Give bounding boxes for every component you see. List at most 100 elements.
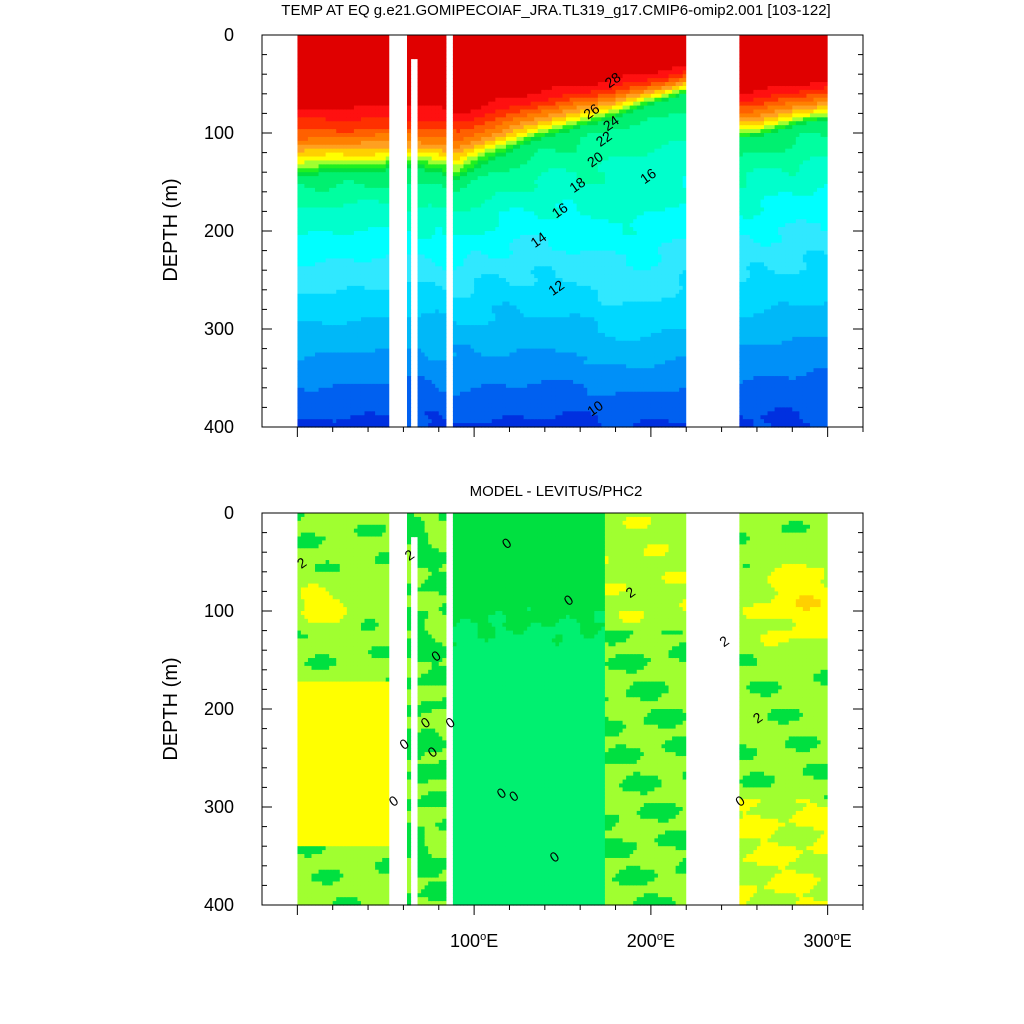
contour-cell	[428, 117, 432, 122]
contour-cell	[319, 419, 323, 424]
contour-cell	[471, 207, 475, 212]
contour-cell	[379, 305, 383, 310]
contour-cell	[435, 55, 439, 60]
contour-cell	[372, 419, 376, 424]
contour-cell	[322, 211, 326, 216]
contour-cell	[432, 137, 436, 142]
contour-cell	[502, 59, 506, 64]
contour-cell	[453, 39, 457, 44]
contour-cell	[471, 313, 475, 318]
contour-cell	[304, 372, 308, 377]
contour-cell	[333, 345, 337, 350]
contour-cell	[474, 356, 478, 361]
contour-cell	[425, 333, 429, 338]
contour-cell	[435, 90, 439, 95]
contour-cell	[474, 274, 478, 279]
contour-cell	[329, 55, 333, 60]
contour-cell	[481, 305, 485, 310]
contour-cell	[322, 415, 326, 420]
contour-cell	[326, 164, 330, 169]
contour-cell	[326, 255, 330, 260]
contour-cell	[502, 200, 506, 205]
contour-cell	[435, 356, 439, 361]
contour-cell	[368, 78, 372, 83]
contour-cell	[333, 121, 337, 126]
contour-cell	[333, 321, 337, 326]
contour-cell	[467, 321, 471, 326]
contour-cell	[456, 372, 460, 377]
contour-cell	[467, 62, 471, 67]
contour-cell	[375, 313, 379, 318]
contour-cell	[343, 204, 347, 209]
contour-cell	[467, 145, 471, 150]
contour-cell	[492, 109, 496, 114]
contour-cell	[297, 153, 301, 158]
contour-cell	[311, 125, 315, 130]
contour-cell	[361, 286, 365, 291]
contour-cell	[301, 200, 305, 205]
contour-cell	[386, 419, 390, 424]
contour-cell	[347, 286, 351, 291]
contour-cell	[357, 145, 361, 150]
contour-cell	[499, 204, 503, 209]
contour-cell	[407, 317, 411, 322]
contour-cell	[439, 313, 443, 318]
contour-cell	[425, 168, 429, 173]
contour-cell	[372, 247, 376, 252]
contour-cell	[308, 305, 312, 310]
contour-cell	[322, 309, 326, 314]
contour-cell	[418, 141, 422, 146]
contour-cell	[340, 270, 344, 275]
contour-cell	[379, 211, 383, 216]
contour-cell	[488, 305, 492, 310]
contour-cell	[322, 43, 326, 48]
contour-cell	[478, 415, 482, 420]
contour-cell	[333, 113, 337, 118]
contour-cell	[354, 376, 358, 381]
contour-cell	[460, 51, 464, 56]
contour-cell	[407, 102, 411, 107]
contour-cell	[315, 270, 319, 275]
contour-cell	[375, 243, 379, 248]
contour-cell	[421, 302, 425, 307]
contour-cell	[297, 270, 301, 275]
contour-cell	[304, 419, 308, 424]
contour-cell	[432, 294, 436, 299]
contour-cell	[432, 419, 436, 424]
contour-cell	[478, 282, 482, 287]
contour-cell	[492, 70, 496, 75]
contour-cell	[488, 372, 492, 377]
contour-cell	[439, 407, 443, 412]
contour-cell	[322, 121, 326, 126]
contour-cell	[439, 266, 443, 271]
contour-cell	[407, 313, 411, 318]
contour-cell	[421, 309, 425, 314]
contour-cell	[428, 360, 432, 365]
contour-cell	[333, 341, 337, 346]
contour-cell	[379, 66, 383, 71]
contour-cell	[386, 278, 390, 283]
contour-cell	[464, 286, 468, 291]
contour-cell	[326, 380, 330, 385]
contour-cell	[340, 66, 344, 71]
contour-cell	[340, 180, 344, 185]
contour-cell	[372, 39, 376, 44]
contour-cell	[435, 302, 439, 307]
contour-cell	[421, 157, 425, 162]
contour-cell	[425, 400, 429, 405]
contour-cell	[485, 157, 489, 162]
contour-cell	[386, 98, 390, 103]
contour-cell	[428, 125, 432, 130]
contour-cell	[439, 400, 443, 405]
contour-cell	[308, 376, 312, 381]
contour-cell	[361, 294, 365, 299]
contour-cell	[333, 70, 337, 75]
contour-cell	[428, 62, 432, 67]
contour-cell	[432, 403, 436, 408]
contour-cell	[495, 349, 499, 354]
contour-cell	[329, 372, 333, 377]
contour-cell	[474, 403, 478, 408]
contour-cell	[343, 200, 347, 205]
contour-cell	[322, 47, 326, 52]
contour-cell	[311, 145, 315, 150]
